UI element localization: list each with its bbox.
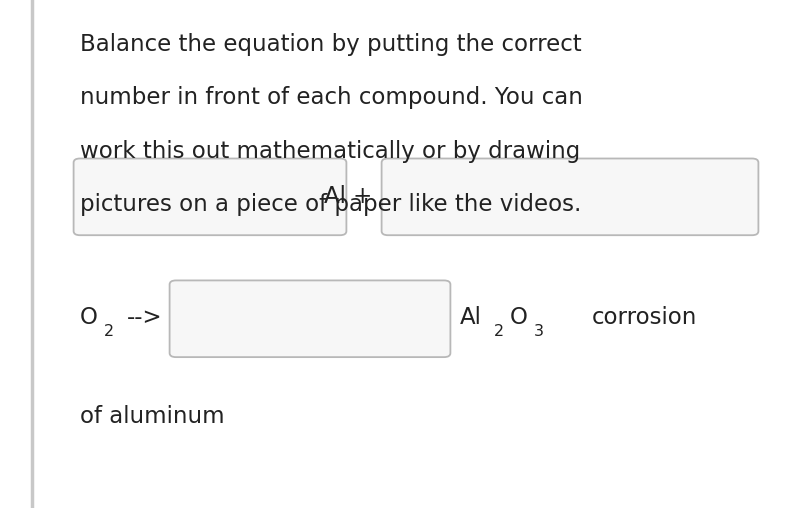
Text: 3: 3 [534, 324, 543, 339]
Text: corrosion: corrosion [592, 306, 698, 329]
Text: 2: 2 [494, 324, 504, 339]
Text: O: O [510, 306, 527, 329]
Text: Al: Al [460, 306, 482, 329]
Text: O: O [80, 306, 98, 329]
Text: Balance the equation by putting the correct: Balance the equation by putting the corr… [80, 33, 582, 56]
Text: -->: --> [126, 306, 162, 329]
Text: of aluminum: of aluminum [80, 405, 225, 428]
FancyBboxPatch shape [382, 158, 758, 235]
FancyBboxPatch shape [170, 280, 450, 357]
Text: work this out mathematically or by drawing: work this out mathematically or by drawi… [80, 140, 580, 163]
Text: Al +: Al + [324, 185, 372, 208]
Text: 2: 2 [104, 324, 114, 339]
Text: number in front of each compound. You can: number in front of each compound. You ca… [80, 86, 583, 109]
Text: pictures on a piece of paper like the videos.: pictures on a piece of paper like the vi… [80, 193, 582, 216]
FancyBboxPatch shape [74, 158, 346, 235]
